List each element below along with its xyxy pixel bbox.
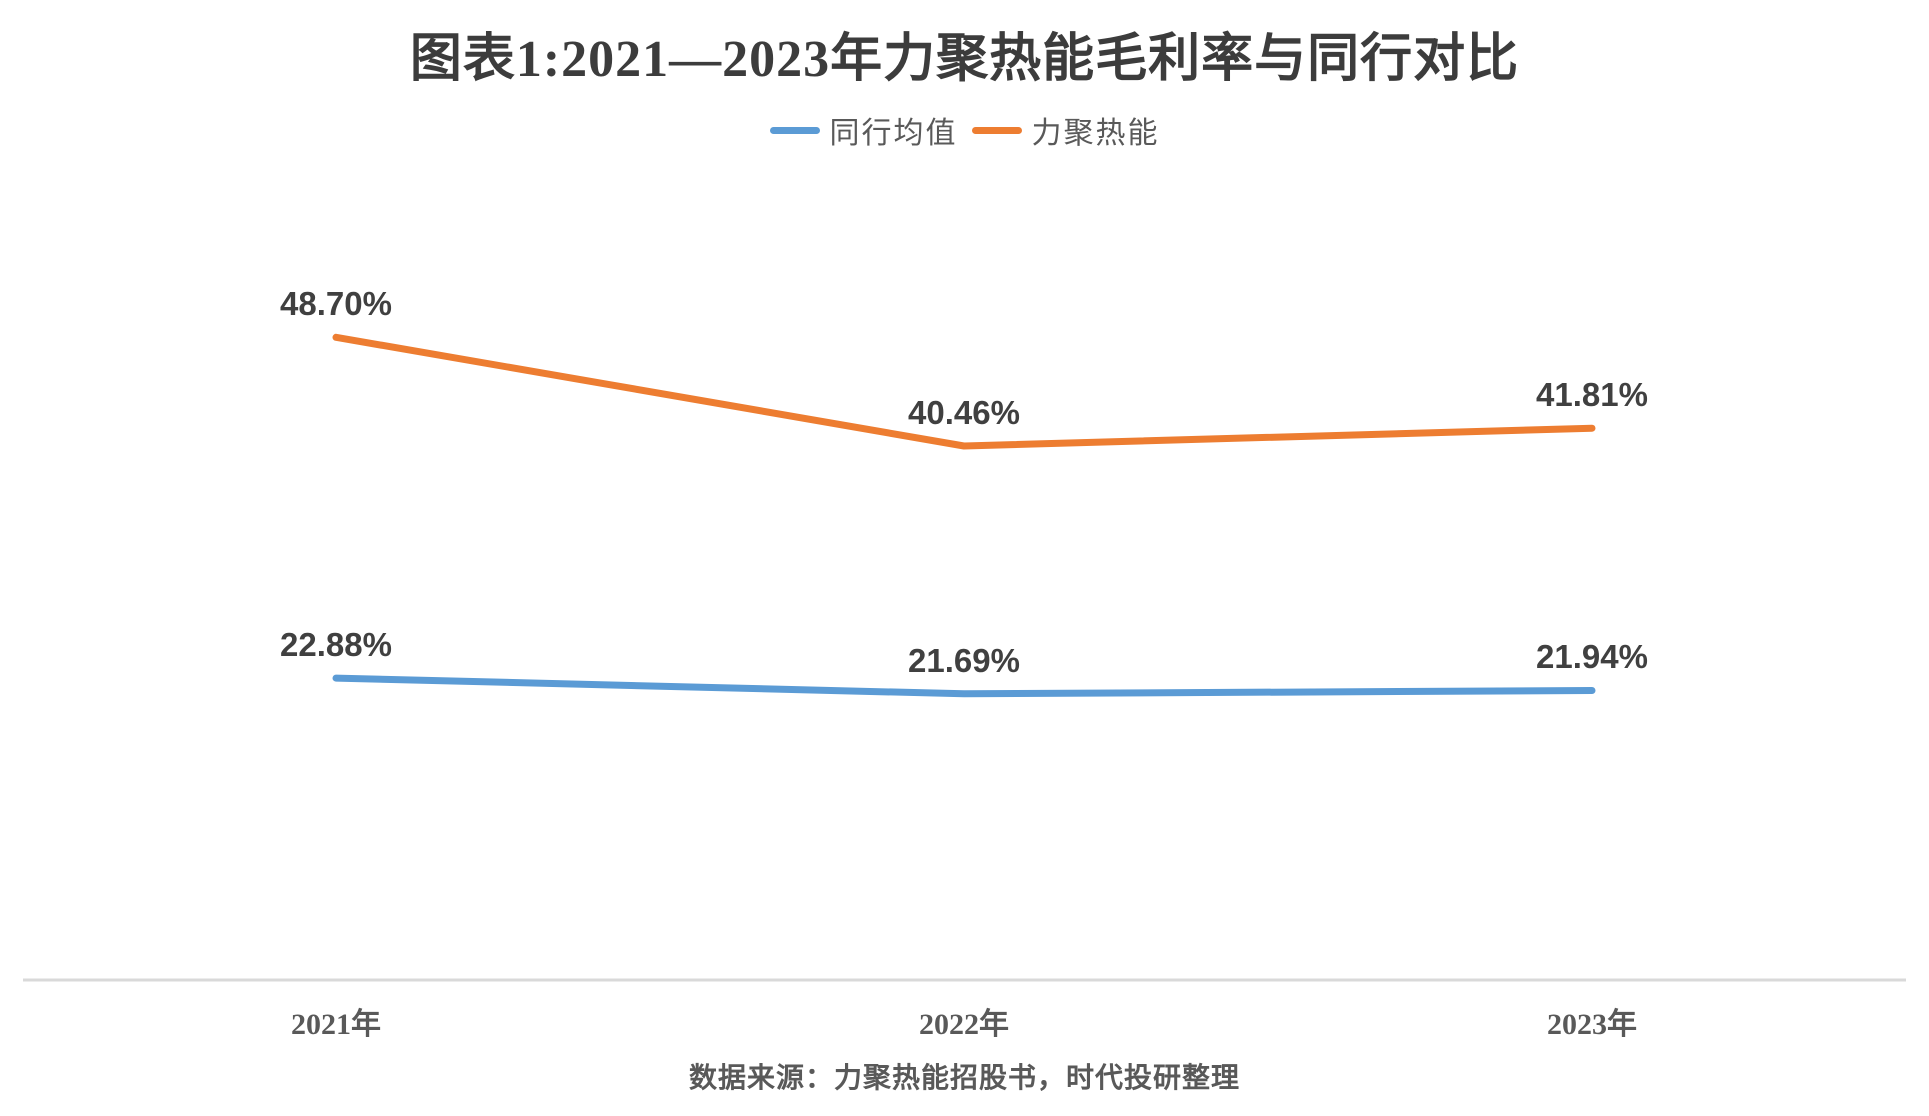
source-note: 数据来源：力聚热能招股书，时代投研整理	[688, 1063, 1240, 1094]
legend-item-liju-thermal: 力聚热能	[971, 108, 1160, 152]
liju-thermal-line-marker-icon	[971, 126, 1022, 134]
liju-thermal-series-line	[332, 333, 1596, 450]
legend-item-peer-average: 同行均值	[769, 108, 958, 152]
legend-label-liju-thermal: 力聚热能	[1031, 117, 1160, 150]
chart-title: 图表1:2021—2023年力聚热能毛利率与同行对比	[409, 31, 1520, 88]
peer-average-series-line	[332, 674, 1596, 698]
legend-label-peer-average: 同行均值	[829, 117, 958, 150]
peer-average-line-marker-icon	[769, 126, 820, 134]
legend: 同行均值 力聚热能	[0, 108, 1929, 152]
